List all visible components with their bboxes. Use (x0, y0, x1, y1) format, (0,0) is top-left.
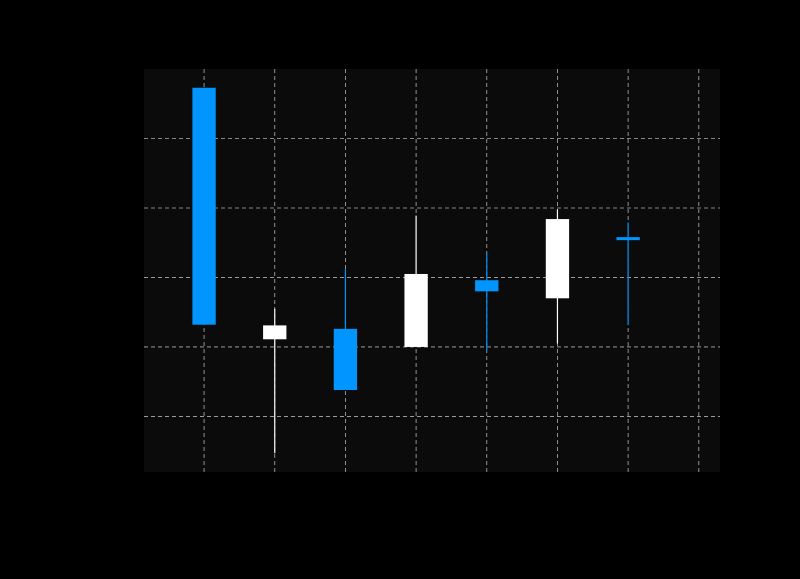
candle-body (263, 325, 287, 340)
candle-body (545, 219, 570, 299)
candle-5 (475, 253, 499, 351)
candle-3 (333, 269, 358, 391)
candle-body (404, 273, 428, 347)
grid-lines (144, 69, 720, 472)
plot-area (144, 69, 720, 472)
candle-body (616, 237, 640, 241)
candle-1 (192, 87, 216, 325)
candle-4 (404, 215, 428, 347)
candle-body (192, 87, 216, 325)
candle-6 (545, 209, 570, 344)
candle-7 (616, 222, 640, 325)
candle-body (475, 280, 499, 292)
candle-body (333, 328, 358, 391)
candles (192, 87, 640, 454)
candle-2 (263, 308, 287, 454)
